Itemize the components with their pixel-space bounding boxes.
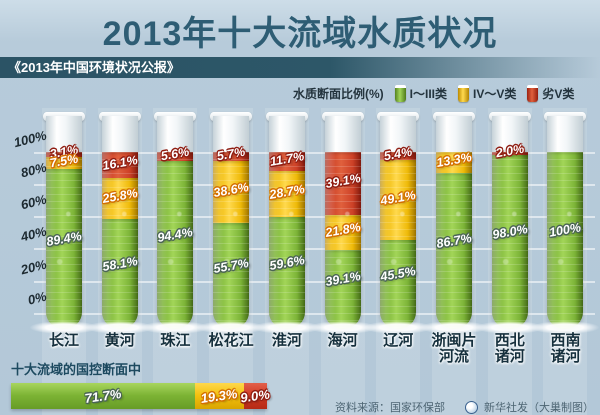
summary-bar-segment-green: 71.7% xyxy=(11,383,195,409)
legend-swatch-red-icon xyxy=(527,84,539,102)
gridline xyxy=(34,248,595,251)
tube-segment-green xyxy=(157,160,194,329)
gridline xyxy=(34,183,595,186)
tube-segment-red xyxy=(101,151,138,178)
tube-segment-yellow xyxy=(101,177,138,220)
summary-heading: 十大流域的国控断面中 xyxy=(11,362,142,377)
summary-bar-segment-red: 9.0% xyxy=(240,383,271,409)
summary-bar-value-label: 71.7% xyxy=(83,386,123,406)
gridline xyxy=(34,313,595,315)
tube-glass xyxy=(101,116,138,329)
tube-segment-red xyxy=(380,151,417,161)
legend-item-label: I～III类 xyxy=(409,86,448,101)
tube-segment-green xyxy=(491,154,528,329)
tube-segment-yellow xyxy=(436,151,473,174)
subtitle-text: 《2013年中国环境状况公报》 xyxy=(8,60,180,75)
legend-swatch-yellow-icon xyxy=(458,84,470,102)
gridline xyxy=(34,280,595,283)
x-axis-label: 西北 诸河 xyxy=(494,332,525,365)
water-wave xyxy=(475,321,544,334)
water-wave xyxy=(197,321,266,334)
summary-bar-value-label: 9.0% xyxy=(239,386,272,406)
y-axis-tick-label: 0% xyxy=(26,288,49,308)
water-wave xyxy=(364,321,433,334)
water-wave xyxy=(252,321,321,334)
legend-item-class4-5: IV～V类 xyxy=(458,84,517,102)
gridline xyxy=(34,151,595,154)
legend-swatch-green-icon xyxy=(394,84,406,102)
tube-segment-yellow xyxy=(268,170,305,217)
tube-淮河 xyxy=(265,112,308,329)
legend-item-class1-3: I～III类 xyxy=(394,84,448,102)
tube-segment-green xyxy=(380,239,417,329)
tube-segment-red xyxy=(157,151,194,161)
y-axis-tick-label: 80% xyxy=(19,159,49,181)
tube-segment-green xyxy=(268,216,305,329)
x-axis-label: 海河 xyxy=(327,332,358,349)
legend-item-label: IV～V类 xyxy=(473,86,517,101)
tube-segment-green xyxy=(101,219,138,329)
x-axis-label: 浙闽片 河流 xyxy=(431,332,477,365)
footer: 资料来源：国家环保部 新华社发（大巢制图） xyxy=(335,399,594,415)
water-wave xyxy=(30,321,98,334)
tube-segment-yellow xyxy=(324,214,361,250)
page-title: 2013年十大流域水质状况 xyxy=(102,15,498,53)
credit-text: 新华社发（大巢制图） xyxy=(484,402,594,414)
tube-glass xyxy=(268,116,305,329)
tube-segment-green xyxy=(547,151,584,329)
summary-bar-value-label: 19.3% xyxy=(199,386,239,406)
summary-stacked-bar: 71.7% 19.3% 9.0% xyxy=(11,383,271,409)
y-axis-tick-label: 20% xyxy=(19,256,49,278)
tube-segment-yellow xyxy=(380,160,417,240)
x-axis-label: 松花江 xyxy=(208,332,254,349)
xinhua-logo-icon xyxy=(465,400,478,414)
tube-segment-green xyxy=(46,168,82,329)
x-axis-label: 西南 诸河 xyxy=(550,332,581,365)
legend-title: 水质断面比例(%) xyxy=(293,86,384,101)
x-axis-label: 淮河 xyxy=(271,332,302,349)
tube-segment-red xyxy=(324,151,361,215)
y-axis-tick-label: 60% xyxy=(19,191,49,213)
water-wave xyxy=(420,321,489,334)
tube-segment-red xyxy=(46,151,82,157)
tube-segment-red xyxy=(491,151,528,155)
tube-segment-yellow xyxy=(46,156,82,169)
x-axis-label: 珠江 xyxy=(160,332,191,349)
x-axis-label: 辽河 xyxy=(383,332,414,349)
summary-bar-segment-yellow: 19.3% xyxy=(194,383,244,409)
tube-浙闽片河流 xyxy=(433,112,476,329)
water-wave xyxy=(141,321,210,334)
tube-segment-green xyxy=(324,249,361,329)
tube-segment-green xyxy=(436,173,473,329)
gridline xyxy=(34,216,595,219)
water-wave xyxy=(308,321,377,334)
tube-segment-red xyxy=(213,151,250,161)
legend: 水质断面比例(%) I～III类 IV～V类 劣V类 xyxy=(293,83,574,103)
tube-segment-yellow xyxy=(213,160,250,224)
tube-segment-green xyxy=(213,223,250,329)
subtitle-band: 《2013年中国环境状况公报》 xyxy=(0,57,600,78)
summary-block: 十大流域的国控断面中 71.7% 19.3% 9.0% xyxy=(11,359,271,409)
tube-segment-red xyxy=(268,151,305,171)
x-axis-label: 长江 xyxy=(48,332,79,349)
legend-item-worse-than-class5: 劣V类 xyxy=(527,84,575,102)
water-wave xyxy=(85,321,154,334)
x-axis-label: 黄河 xyxy=(104,332,135,349)
source-text: 资料来源：国家环保部 xyxy=(335,402,445,414)
water-wave xyxy=(531,321,600,334)
tube-黄河 xyxy=(98,112,141,329)
tube-glass xyxy=(436,116,473,329)
legend-item-label: 劣V类 xyxy=(542,86,575,101)
